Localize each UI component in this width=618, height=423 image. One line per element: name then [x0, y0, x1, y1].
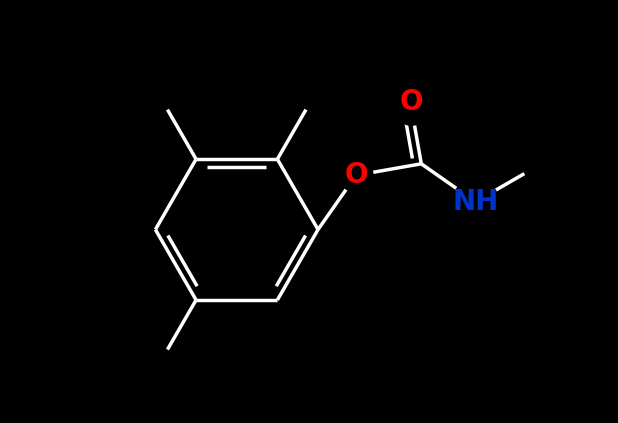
Circle shape — [395, 91, 428, 125]
Text: O: O — [400, 88, 423, 116]
Text: NH: NH — [452, 188, 499, 216]
Circle shape — [452, 179, 499, 225]
Text: O: O — [344, 161, 368, 190]
Circle shape — [339, 159, 373, 192]
